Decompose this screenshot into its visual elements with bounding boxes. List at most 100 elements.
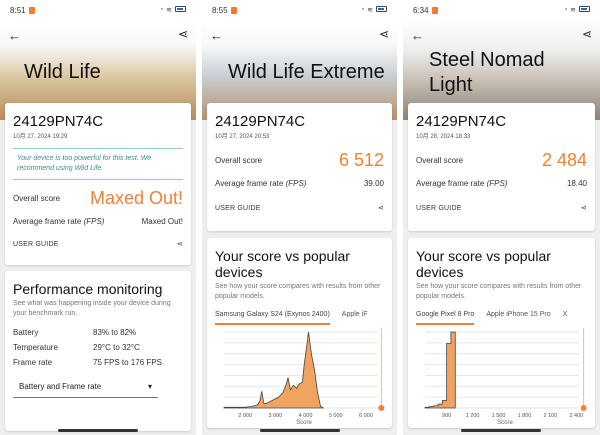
device-tab[interactable]: Google Pixel 8 Pro xyxy=(416,311,475,325)
x-tick-label: 1 800 xyxy=(518,413,532,419)
perf-row-battery: Battery 83% to 82% xyxy=(13,325,162,340)
x-tick-label: 1 500 xyxy=(492,413,506,419)
x-axis-label: Score xyxy=(296,420,312,424)
perf-row-temperature: Temperature 29°C to 32°C xyxy=(13,340,162,355)
back-arrow-icon[interactable]: ← xyxy=(411,28,424,43)
benchmark-title: Wild Life xyxy=(24,61,101,83)
chart-type-dropdown[interactable]: Battery and Frame rate ▾ xyxy=(13,378,158,398)
compare-subtitle: See how your score compares with results… xyxy=(215,283,381,300)
perf-table: Battery 83% to 82% Temperature 29°C to 32°… xyxy=(13,325,162,370)
perf-value: 75 FPS to 176 FPS xyxy=(93,358,162,367)
result-card: 24129PN74C 10月 27, 2024 20:53 Overall sc… xyxy=(207,103,392,231)
perf-title: Performance monitoring xyxy=(13,281,163,297)
device-name: 24129PN74C xyxy=(13,113,104,130)
x-tick-label: 2 000 xyxy=(238,413,252,419)
battery-icon xyxy=(175,6,186,12)
overall-score-value: 6 512 xyxy=(338,150,384,170)
device-tab[interactable]: Samsung Galaxy S24 (Exynos 2400) xyxy=(215,311,330,325)
distribution-area xyxy=(223,331,324,409)
panel-wild-life-extreme: 8:55 ▫ ≋ ← ⋖ Wild Life Extreme 24129PN74C … xyxy=(202,0,397,435)
panel-wild-life: 8:51 ▫ ≋ ← ⋖ Wild Life 24129PN74C 10月 27, … xyxy=(0,0,196,435)
x-tick-label: 5 000 xyxy=(329,413,343,419)
dropdown-caret-icon: ▾ xyxy=(147,382,152,391)
overall-score-label: Overall score xyxy=(416,156,464,165)
share-icon[interactable]: ⋖ xyxy=(377,205,384,212)
user-guide-link[interactable]: USER GUIDE xyxy=(13,240,59,248)
device-tabs: Google Pixel 8 Pro Apple iPhone 15 Pro X xyxy=(416,311,587,325)
perf-label: Frame rate xyxy=(13,358,53,367)
result-date: 10月 27, 2024 19:29 xyxy=(13,134,68,140)
fps-row: Average frame rate (FPS) 18.40 xyxy=(416,179,587,188)
overall-score-row: Overall score 2 484 xyxy=(416,150,587,171)
fps-label: Average frame rate xyxy=(215,179,284,188)
battery-icon xyxy=(376,6,387,12)
distribution-area xyxy=(424,331,456,409)
nfc-icon: ▫ xyxy=(160,6,164,13)
device-tab[interactable]: Apple iPhone 15 Pro xyxy=(486,311,551,318)
status-bar: 6:34 ▫ ≋ xyxy=(403,0,600,20)
compare-card: Your score vs popular devices See how yo… xyxy=(207,238,392,428)
overall-score-value: 2 484 xyxy=(541,150,587,170)
your-score-marker xyxy=(580,405,587,411)
perf-subtitle: See what was happening inside your devic… xyxy=(13,300,171,317)
notification-icon xyxy=(230,6,237,14)
notification-icon xyxy=(431,6,438,14)
x-axis-label: Score xyxy=(497,420,513,424)
share-icon[interactable]: ⋖ xyxy=(176,241,183,248)
status-bar: 8:55 ▫ ≋ xyxy=(202,0,397,20)
user-guide-link[interactable]: USER GUIDE xyxy=(215,204,261,212)
fps-label: Average frame rate xyxy=(13,217,82,226)
clock: 6:34 xyxy=(413,5,429,15)
share-icon[interactable]: ⋖ xyxy=(378,27,389,41)
share-icon[interactable]: ⋖ xyxy=(580,205,587,212)
nfc-icon: ▫ xyxy=(564,6,568,13)
wifi-icon: ≋ xyxy=(367,7,373,14)
fps-value: Maxed Out! xyxy=(141,217,183,226)
x-tick-label: 3 000 xyxy=(268,413,282,419)
notice: Your device is too powerful for this tes… xyxy=(13,148,183,180)
fps-unit: (FPS) xyxy=(486,179,508,188)
perf-value: 29°C to 32°C xyxy=(93,343,140,352)
home-indicator[interactable] xyxy=(461,429,541,432)
x-tick-label: 2 400 xyxy=(569,413,583,419)
share-icon[interactable]: ⋖ xyxy=(177,27,188,41)
compare-title: Your score vs popular devices xyxy=(416,248,551,280)
home-indicator[interactable] xyxy=(58,429,138,432)
overall-score-row: Overall score Maxed Out! xyxy=(13,188,183,209)
share-icon[interactable]: ⋖ xyxy=(581,27,592,41)
device-tab[interactable]: Apple iF xyxy=(341,311,368,318)
overall-score-label: Overall score xyxy=(13,194,61,203)
panel-steel-nomad-light: 6:34 ▫ ≋ ← ⋖ Steel Nomad Light 24129PN74C … xyxy=(403,0,600,435)
overall-score-value: Maxed Out! xyxy=(89,188,183,208)
device-tab[interactable]: X xyxy=(562,311,568,318)
performance-card: Performance monitoring See what was happ… xyxy=(5,271,191,431)
fps-row: Average frame rate (FPS) Maxed Out! xyxy=(13,217,183,226)
home-indicator[interactable] xyxy=(260,429,340,432)
result-card: 24129PN74C 10月 27, 2024 19:29 Your devic… xyxy=(5,103,191,265)
overall-score-label: Overall score xyxy=(215,156,263,165)
battery-icon xyxy=(579,6,590,12)
dropdown-value: Battery and Frame rate xyxy=(19,382,102,391)
perf-label: Battery xyxy=(13,328,39,337)
clock: 8:51 xyxy=(10,5,26,15)
x-tick-label: 900 xyxy=(442,413,451,419)
fps-value: 18.40 xyxy=(566,179,587,188)
score-distribution-chart: 900 1 200 1 500 1 800 2 100 2 400 Score xyxy=(424,328,587,424)
clock: 8:55 xyxy=(212,5,228,15)
device-tabs: Samsung Galaxy S24 (Exynos 2400) Apple iF xyxy=(215,311,384,325)
wifi-icon: ≋ xyxy=(570,7,576,14)
fps-label: Average frame rate xyxy=(416,179,485,188)
fps-value: 39.00 xyxy=(363,179,384,188)
fps-row: Average frame rate (FPS) 39.00 xyxy=(215,179,384,188)
device-name: 24129PN74C xyxy=(416,113,507,130)
result-date: 10月 28, 2024 18:33 xyxy=(416,134,471,140)
wifi-icon: ≋ xyxy=(166,7,172,14)
user-guide-link[interactable]: USER GUIDE xyxy=(416,204,462,212)
perf-value: 83% to 82% xyxy=(93,328,137,337)
score-distribution-chart: 2 000 3 000 4 000 5 000 6 000 Score xyxy=(223,328,385,424)
back-arrow-icon[interactable]: ← xyxy=(210,28,223,43)
back-arrow-icon[interactable]: ← xyxy=(8,28,21,43)
overall-score-row: Overall score 6 512 xyxy=(215,150,384,171)
result-date: 10月 27, 2024 20:53 xyxy=(215,134,270,140)
your-score-marker xyxy=(378,405,385,411)
